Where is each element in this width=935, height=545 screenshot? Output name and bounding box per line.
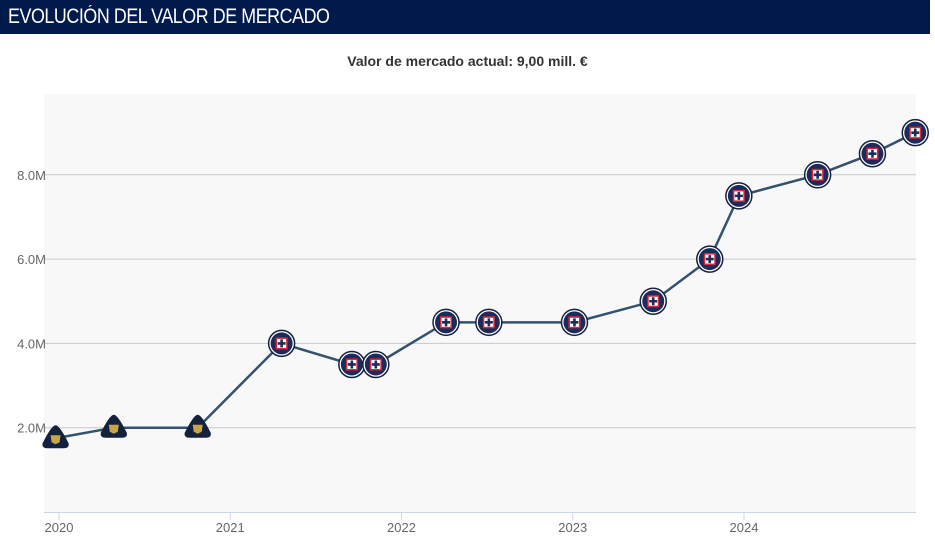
- cruz-azul-crest-marker: [338, 350, 366, 379]
- x-tick-label: 2023: [558, 520, 587, 535]
- cruz-azul-crest-marker: [432, 308, 460, 337]
- cross-icon: [813, 170, 822, 179]
- cruz-azul-crest-marker: [475, 308, 503, 337]
- y-tick-label: 4.0M: [17, 336, 46, 351]
- cruz-azul-crest-marker: [803, 161, 832, 189]
- current-market-value: Valor de mercado actual: 9,00 mill. €: [347, 53, 588, 69]
- puma-face-icon: [192, 424, 203, 434]
- x-tick-label: 2022: [387, 520, 416, 535]
- section-header: EVOLUCIÓN DEL VALOR DE MERCADO: [0, 0, 930, 34]
- cross-icon: [649, 297, 658, 306]
- pumas-crest-marker: [42, 425, 69, 449]
- cross-icon: [911, 128, 920, 137]
- cross-icon: [347, 360, 356, 369]
- cruz-azul-crest-marker: [267, 329, 296, 358]
- cruz-azul-crest-marker: [725, 182, 753, 210]
- x-tick-label: 2020: [45, 520, 74, 535]
- cross-icon: [484, 318, 493, 327]
- cross-icon: [277, 339, 286, 348]
- cross-icon: [705, 255, 714, 264]
- cross-icon: [442, 318, 451, 327]
- puma-face-icon: [50, 435, 61, 445]
- x-tick-label: 2021: [216, 520, 245, 535]
- section-title: EVOLUCIÓN DEL VALOR DE MERCADO: [8, 5, 330, 28]
- cruz-azul-crest-marker: [858, 139, 887, 168]
- cruz-azul-crest-marker: [696, 245, 724, 273]
- cross-icon: [570, 318, 579, 327]
- y-tick-label: 8.0M: [17, 168, 46, 183]
- y-tick-label: 6.0M: [17, 252, 46, 267]
- x-tick-label: 2024: [730, 520, 759, 535]
- cross-icon: [868, 149, 877, 158]
- cross-icon: [734, 191, 743, 200]
- pumas-crest-marker: [184, 414, 211, 438]
- cruz-azul-crest-marker: [362, 350, 390, 379]
- cruz-azul-crest-marker: [639, 287, 667, 315]
- cruz-azul-crest-marker: [901, 118, 929, 147]
- cross-icon: [371, 360, 380, 369]
- y-tick-label: 2.0M: [17, 421, 46, 436]
- plot-background: [44, 94, 916, 512]
- pumas-crest-marker: [100, 414, 127, 438]
- puma-face-icon: [108, 424, 119, 434]
- cruz-azul-crest-marker: [560, 308, 589, 337]
